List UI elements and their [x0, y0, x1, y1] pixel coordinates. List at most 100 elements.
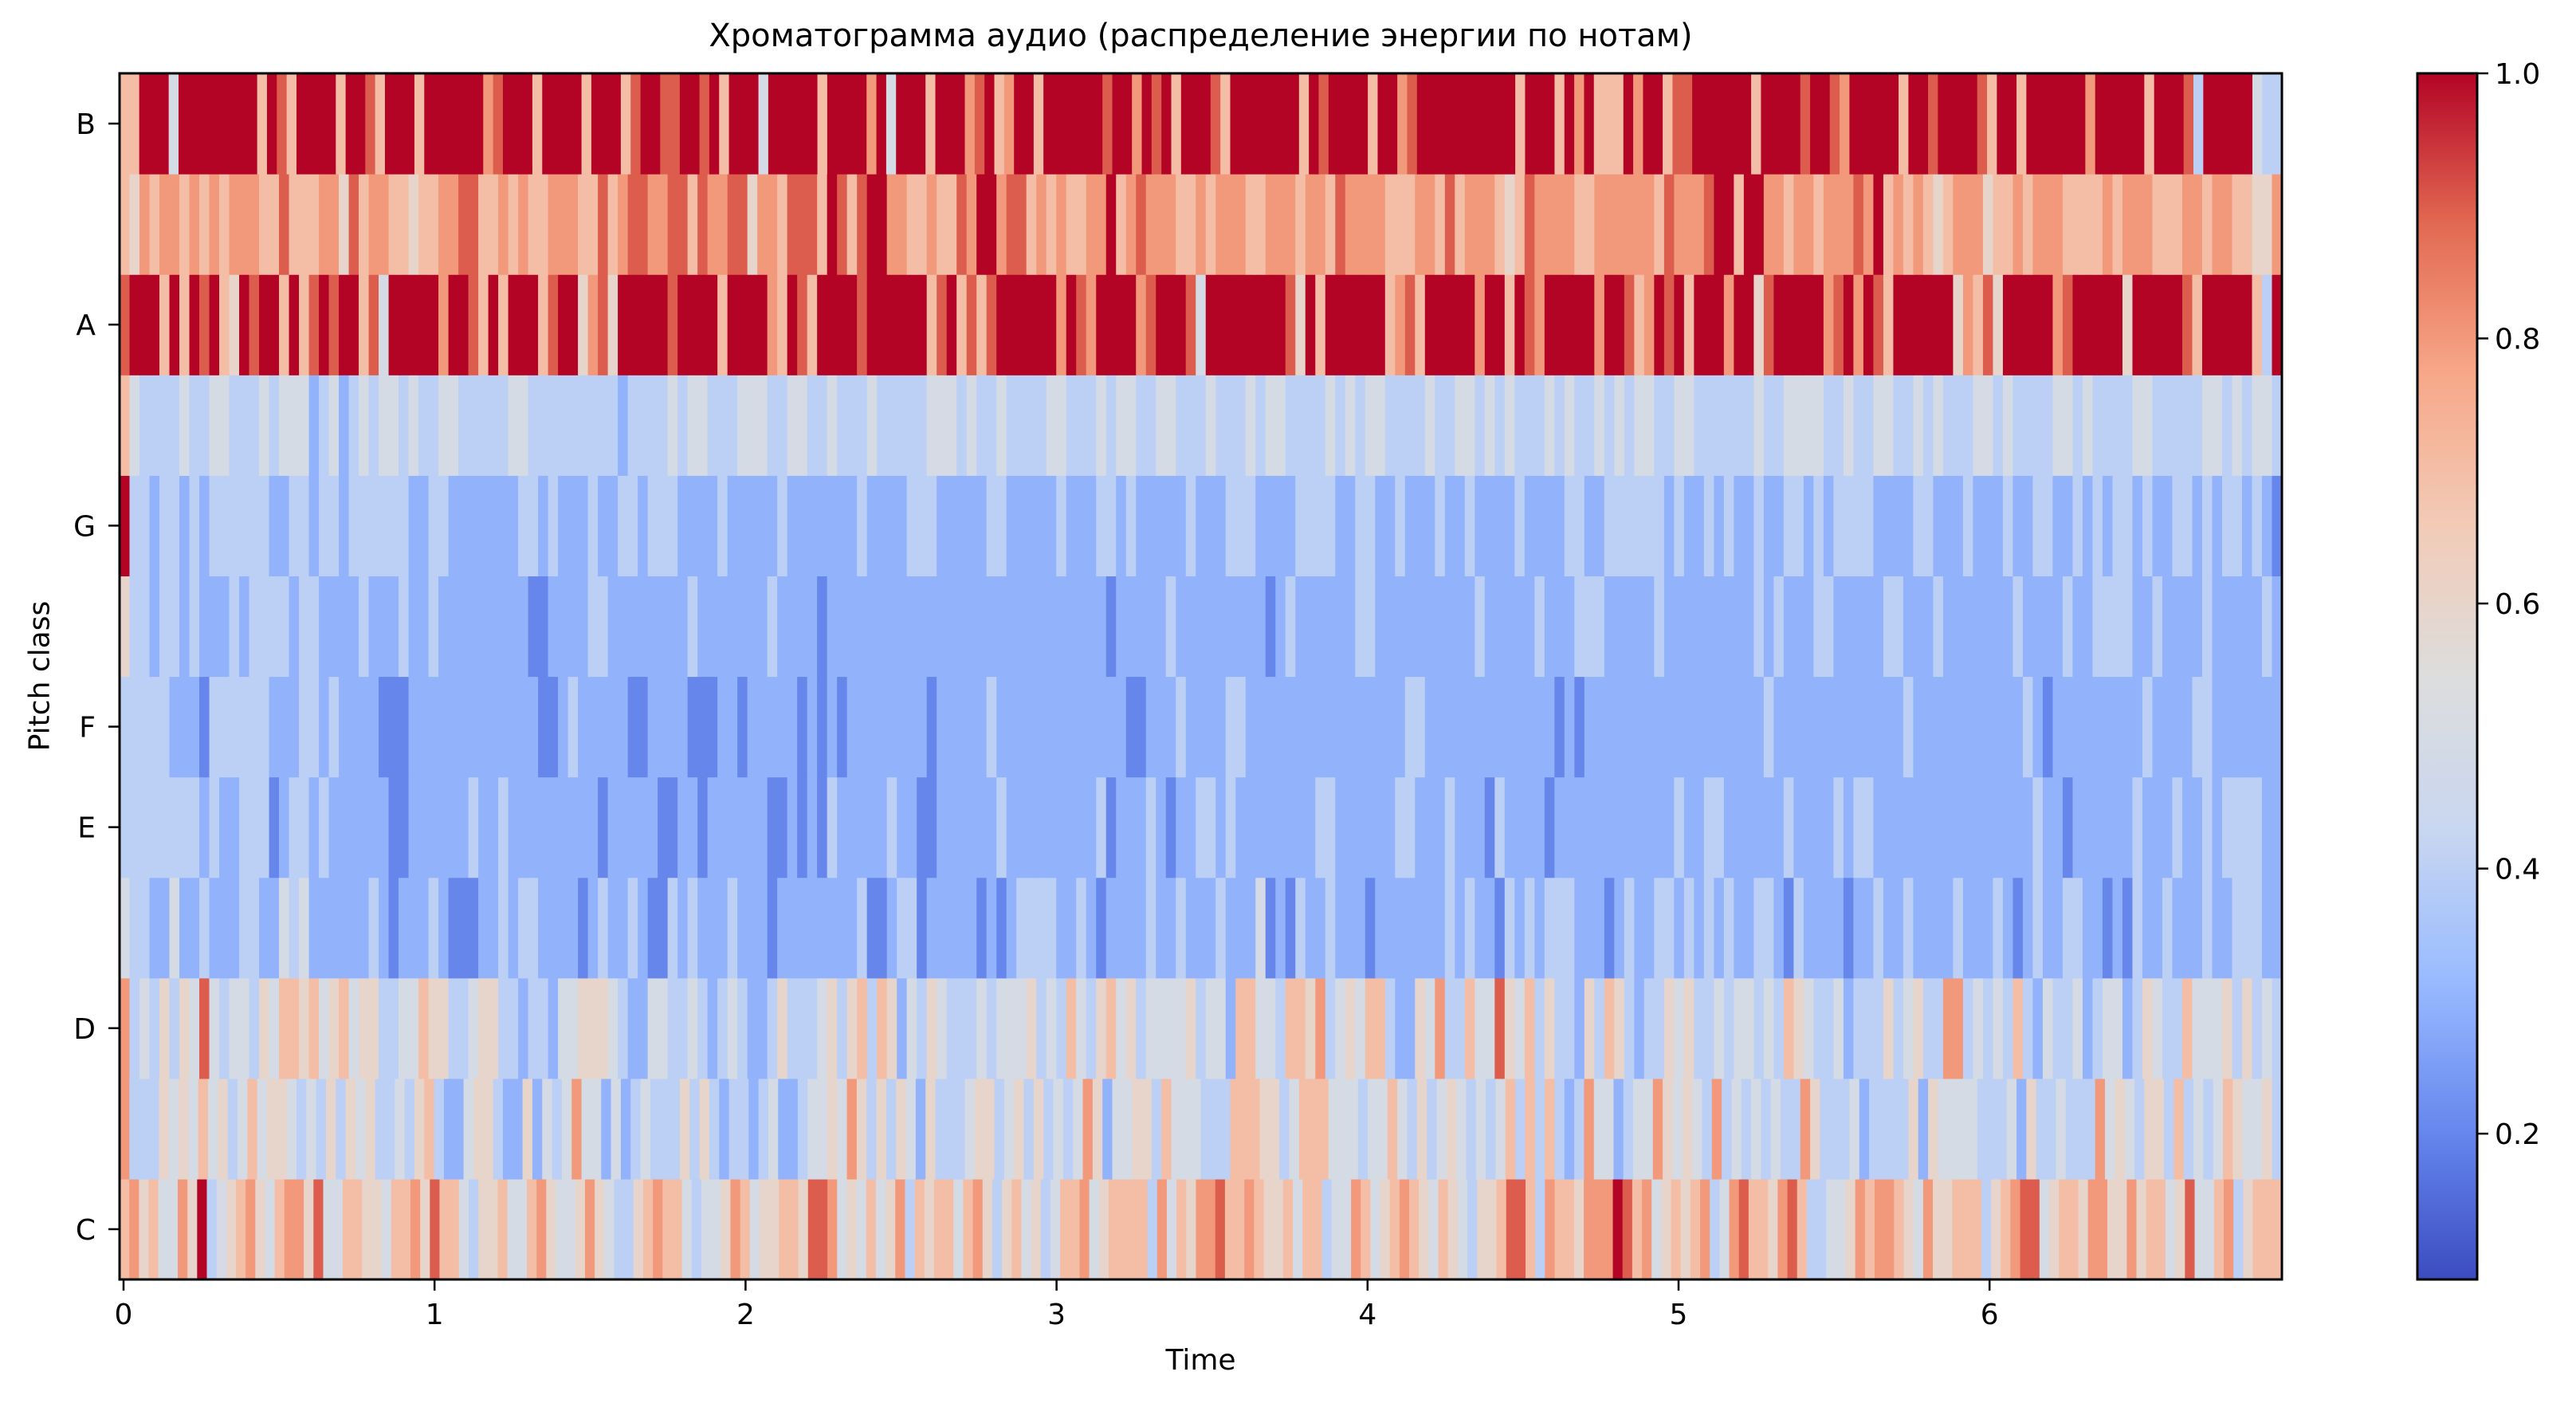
heatmap-cell-E-139 [1504, 776, 1515, 878]
heatmap-cell-C-183 [1894, 1178, 1905, 1280]
heatmap-cell-D#-173 [1843, 877, 1854, 979]
heatmap-cell-G-138 [1494, 475, 1506, 577]
heatmap-cell-C#-69 [797, 1078, 808, 1180]
heatmap-cell-D#-178 [1893, 877, 1904, 979]
heatmap-cell-A-116 [1275, 274, 1286, 375]
heatmap-cell-D-153 [1643, 977, 1655, 1079]
heatmap-cell-G-202 [2132, 475, 2143, 577]
heatmap-cell-G#-119 [1305, 375, 1316, 476]
heatmap-cell-A-71 [827, 274, 838, 375]
heatmap-cell-E-45 [567, 776, 579, 878]
heatmap-cell-D-215 [2262, 977, 2273, 1079]
heatmap-cell-F-17 [289, 676, 300, 778]
heatmap-cell-F-147 [1584, 676, 1595, 778]
heatmap-cell-D#-184 [1953, 877, 1964, 979]
heatmap-cell-A#-123 [1345, 174, 1356, 275]
heatmap-cell-D-87 [986, 977, 997, 1079]
heatmap-cell-D#-119 [1305, 877, 1316, 979]
heatmap-cell-A#-30 [418, 174, 430, 275]
heatmap-cell-G#-19 [308, 375, 320, 476]
heatmap-cell-A-181 [1922, 274, 1934, 375]
heatmap-cell-D-82 [937, 977, 948, 1079]
heatmap-cell-D#-102 [1136, 877, 1147, 979]
heatmap-cell-A-216 [2272, 274, 2283, 375]
heatmap-cell-D#-139 [1504, 877, 1515, 979]
heatmap-cell-F-88 [996, 676, 1007, 778]
heatmap-cell-D-140 [1514, 977, 1526, 1079]
heatmap-cell-B-100 [1102, 73, 1113, 175]
heatmap-cell-F#-34 [458, 576, 469, 678]
heatmap-cell-D#-177 [1883, 877, 1895, 979]
heatmap-cell-E-151 [1624, 776, 1635, 878]
heatmap-cell-G#-92 [1036, 375, 1047, 476]
heatmap-cell-G-28 [399, 475, 410, 577]
heatmap-cell-C-123 [1312, 1178, 1323, 1280]
heatmap-cell-C-180 [1864, 1178, 1875, 1280]
heatmap-cell-G-3 [149, 475, 160, 577]
heatmap-cell-F-38 [498, 676, 509, 778]
heatmap-cell-F#-78 [897, 576, 908, 678]
heatmap-cell-G-199 [2102, 475, 2114, 577]
heatmap-cell-C#-122 [1318, 1078, 1329, 1180]
heatmap-cell-F-39 [508, 676, 519, 778]
heatmap-cell-F-16 [279, 676, 290, 778]
heatmap-cell-B-163 [1722, 73, 1733, 175]
heatmap-cell-F-159 [1703, 676, 1714, 778]
heatmap-cell-B-111 [1210, 73, 1221, 175]
heatmap-cell-C#-180 [1888, 1078, 1899, 1180]
heatmap-cell-C#-25 [365, 1078, 376, 1180]
heatmap-cell-E-189 [2002, 776, 2014, 878]
heatmap-cell-E-24 [359, 776, 370, 878]
colorbar-tick-label: 0.2 [2495, 1118, 2540, 1151]
heatmap-cell-F#-68 [797, 576, 808, 678]
heatmap-cell-C-175 [1816, 1178, 1827, 1280]
heatmap-cell-B-95 [1053, 73, 1064, 175]
heatmap-cell-D-10 [219, 977, 230, 1079]
heatmap-cell-C#-186 [1947, 1078, 1958, 1180]
heatmap-cell-D#-13 [249, 877, 260, 979]
heatmap-cell-D-16 [279, 977, 290, 1079]
heatmap-cell-D#-14 [259, 877, 270, 979]
heatmap-cell-A-207 [2181, 274, 2193, 375]
heatmap-cell-A#-166 [1773, 174, 1785, 275]
heatmap-cell-G#-61 [727, 375, 738, 476]
heatmap-cell-C-112 [1205, 1178, 1216, 1280]
heatmap-cell-G#-41 [528, 375, 539, 476]
heatmap-cell-B-0 [120, 73, 130, 175]
heatmap-cell-G-213 [2241, 475, 2253, 577]
heatmap-cell-F#-176 [1873, 576, 1884, 678]
heatmap-cell-B-138 [1475, 73, 1486, 175]
heatmap-cell-A#-50 [618, 174, 629, 275]
heatmap-cell-A-69 [807, 274, 818, 375]
heatmap-cell-D-42 [538, 977, 549, 1079]
heatmap-cell-A-105 [1165, 274, 1176, 375]
heatmap-cell-G#-138 [1494, 375, 1506, 476]
heatmap-cell-E-89 [1006, 776, 1017, 878]
heatmap-cell-A-39 [508, 274, 519, 375]
heatmap-cell-A#-70 [817, 174, 828, 275]
heatmap-cell-F#-167 [1783, 576, 1794, 678]
heatmap-cell-E-211 [2221, 776, 2233, 878]
heatmap-cell-C-199 [2049, 1178, 2060, 1280]
heatmap-cell-G#-111 [1225, 375, 1236, 476]
heatmap-cell-F#-121 [1325, 576, 1336, 678]
heatmap-cell-F#-9 [209, 576, 220, 678]
heatmap-cell-A#-137 [1484, 174, 1495, 275]
heatmap-cell-E-62 [737, 776, 748, 878]
heatmap-cell-G-37 [488, 475, 499, 577]
heatmap-cell-F#-123 [1345, 576, 1356, 678]
heatmap-cell-D#-9 [209, 877, 220, 979]
heatmap-cell-A#-14 [259, 174, 270, 275]
heatmap-cell-D-169 [1803, 977, 1814, 1079]
heatmap-cell-D-40 [518, 977, 529, 1079]
heatmap-cell-D-167 [1783, 977, 1794, 1079]
heatmap-cell-D-155 [1663, 977, 1675, 1079]
y-tick-label: C [76, 1214, 96, 1247]
heatmap-cell-G#-210 [2212, 375, 2223, 476]
heatmap-cell-G-10 [219, 475, 230, 577]
heatmap-cell-C#-9 [207, 1078, 218, 1180]
heatmap-cell-F#-76 [877, 576, 888, 678]
heatmap-cell-C-148 [1554, 1178, 1565, 1280]
heatmap-cell-B-105 [1151, 73, 1162, 175]
heatmap-cell-G-160 [1714, 475, 1725, 577]
